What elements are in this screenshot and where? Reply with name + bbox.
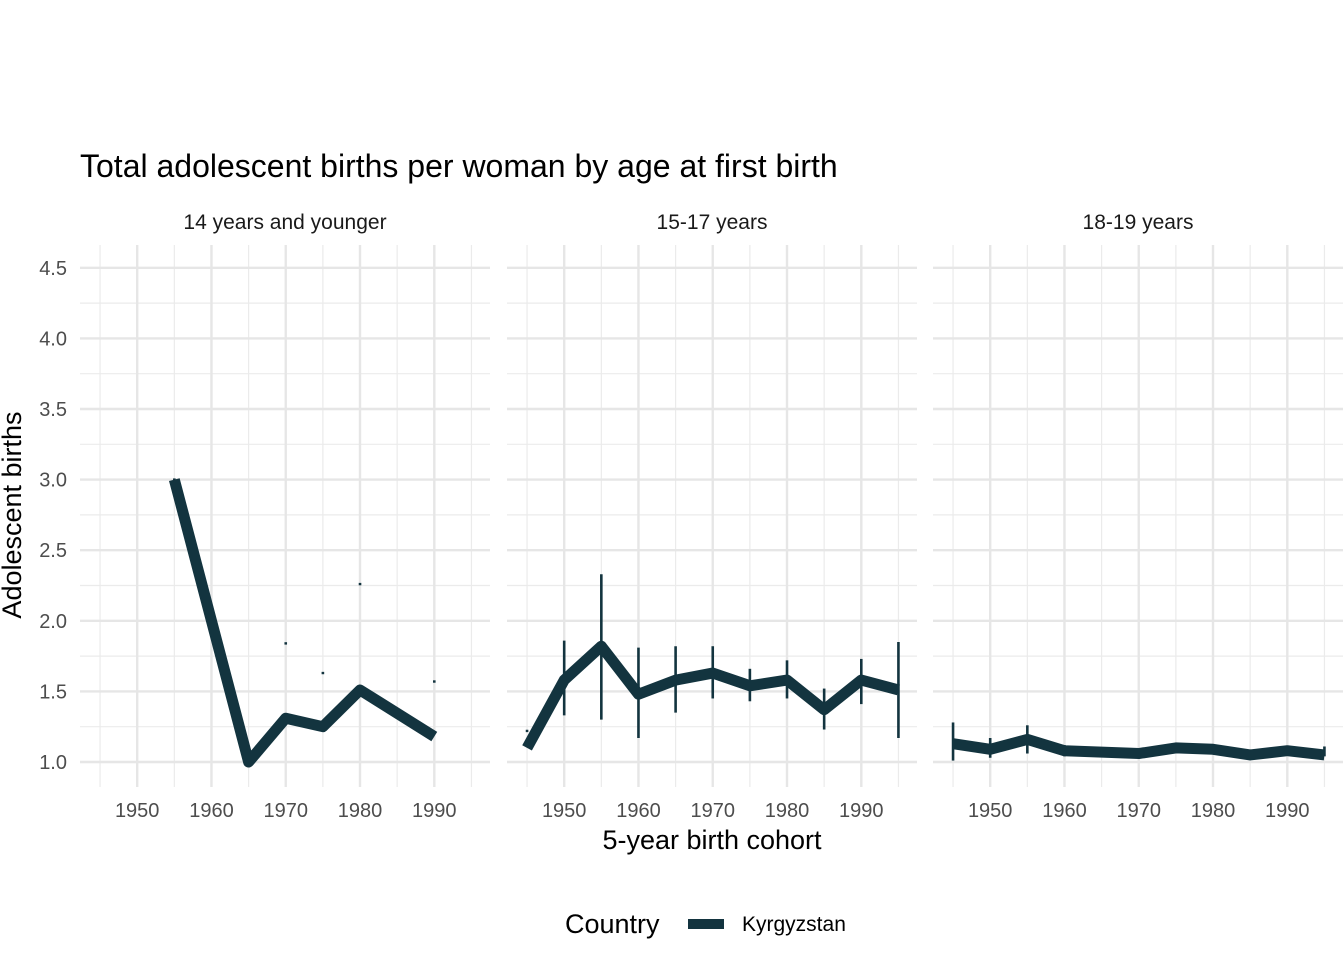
x-tick-label: 1960	[189, 800, 234, 822]
x-tick-label: 1980	[1191, 800, 1236, 822]
legend: Country Kyrgyzstan	[565, 909, 846, 939]
x-tick-label: 1960	[1042, 800, 1087, 822]
x-tick-label: 1980	[338, 800, 383, 822]
y-tick-label: 3.5	[39, 399, 67, 421]
facet-label: 14 years and younger	[183, 211, 386, 234]
x-tick-label: 1990	[412, 800, 457, 822]
x-tick-label: 1990	[1265, 800, 1310, 822]
x-tick-label: 1970	[690, 800, 735, 822]
x-tick-label: 1960	[616, 800, 661, 822]
y-axis-label: Adolescent births	[0, 411, 27, 618]
x-tick-label: 1990	[839, 800, 884, 822]
legend-label-kyrgyzstan: Kyrgyzstan	[742, 913, 846, 936]
y-tick-label: 4.0	[39, 328, 67, 350]
legend-key-kyrgyzstan	[688, 919, 724, 929]
legend-title: Country	[565, 909, 660, 939]
panel-1: 1950 1960 1970 1980 1990 1.0 1.5 2.0 2.5 3.0 3.5 4.…	[39, 211, 490, 822]
x-tick-label: 1950	[115, 800, 160, 822]
panel-2: 1950 1960 1970 1980 1990 15-17 years	[507, 211, 917, 822]
chart-title: Total adolescent births per woman by age…	[80, 148, 838, 184]
facet-label: 18-19 years	[1083, 211, 1194, 234]
x-axis-label: 5-year birth cohort	[602, 825, 822, 855]
x-tick-label: 1980	[765, 800, 810, 822]
x-tick-label: 1970	[1116, 800, 1161, 822]
y-tick-label: 2.0	[39, 611, 67, 633]
x-tick-label: 1950	[542, 800, 587, 822]
y-tick-label: 4.5	[39, 258, 67, 280]
y-tick-label: 1.0	[39, 752, 67, 774]
x-tick-label: 1950	[968, 800, 1013, 822]
y-tick-label: 2.5	[39, 540, 67, 562]
facet-label: 15-17 years	[657, 211, 768, 234]
x-tick-label: 1970	[263, 800, 308, 822]
y-tick-label: 3.0	[39, 470, 67, 492]
y-tick-label: 1.5	[39, 681, 67, 703]
panel-3: 1950 1960 1970 1980 1990 18-19 years	[933, 211, 1343, 822]
